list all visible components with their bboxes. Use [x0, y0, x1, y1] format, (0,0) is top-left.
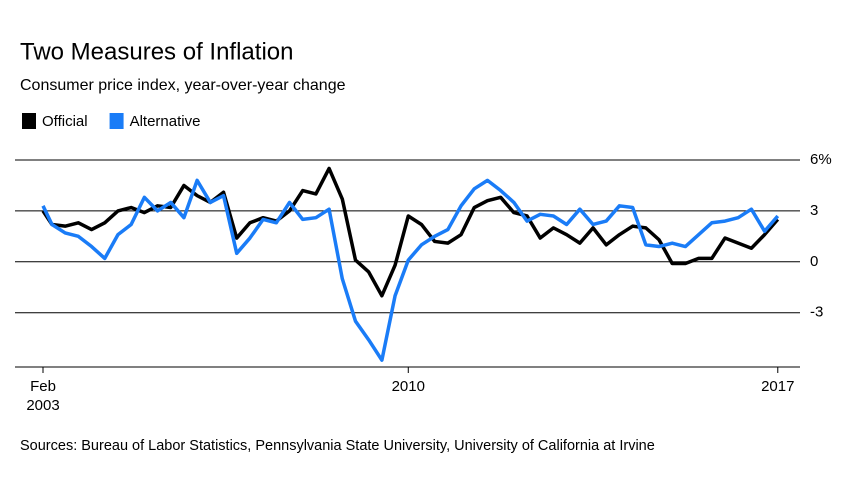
y-tick-label: 0: [810, 253, 818, 270]
chart-subtitle: Consumer price index, year-over-year cha…: [20, 77, 346, 94]
chart-title: Two Measures of Inflation: [20, 38, 293, 65]
series-line: [41, 178, 780, 362]
y-tick-label: 3: [810, 202, 818, 219]
x-tick-label: 2017: [761, 378, 795, 395]
x-tick-label: Feb 2003: [26, 378, 60, 414]
series-line: [41, 166, 780, 298]
legend-swatch: [109, 113, 124, 129]
x-tick-label: 2010: [391, 378, 425, 395]
y-tick-label: -3: [810, 304, 823, 321]
source: Sources: Bureau of Labor Statistics, Pen…: [20, 438, 655, 454]
y-tick-label: 6%: [810, 151, 832, 168]
legend-label: Alternative: [130, 113, 201, 130]
legend-swatch: [22, 113, 36, 129]
legend-label: Official: [42, 113, 88, 130]
